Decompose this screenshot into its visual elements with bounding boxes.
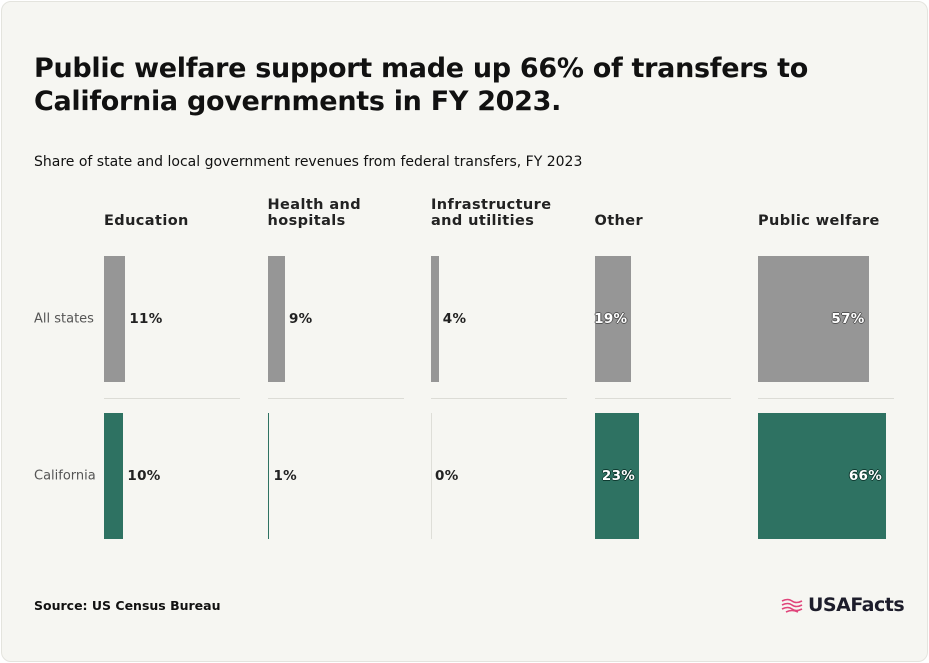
bar xyxy=(431,256,439,382)
baseline xyxy=(431,413,432,539)
data-label: 4% xyxy=(442,311,467,327)
row-label: All states xyxy=(34,311,94,327)
column-header: Health and hospitals xyxy=(267,197,362,229)
bar xyxy=(104,256,126,382)
column-header: Other xyxy=(594,213,644,229)
data-label: 19% xyxy=(594,311,628,327)
bar xyxy=(758,256,869,382)
bar xyxy=(758,413,887,539)
data-label: 66% xyxy=(848,468,883,484)
column-header: Infrastructure and utilities xyxy=(431,197,552,229)
column-header: Public welfare xyxy=(758,213,880,229)
bar xyxy=(104,413,124,539)
column-header: Education xyxy=(104,213,189,229)
row-separator xyxy=(267,398,404,399)
row-separator xyxy=(594,398,731,399)
data-label: 0% xyxy=(435,468,459,484)
data-label: 10% xyxy=(127,468,161,484)
data-label: 57% xyxy=(831,311,865,327)
source: Source: US Census Bureau xyxy=(34,598,221,613)
bar xyxy=(267,256,285,382)
data-label: 23% xyxy=(601,468,636,484)
data-label: 1% xyxy=(273,468,297,484)
data-label: 9% xyxy=(288,311,313,327)
bar xyxy=(267,413,270,539)
bar xyxy=(594,413,640,539)
row-separator xyxy=(431,398,567,399)
bar xyxy=(594,256,632,382)
row-separator xyxy=(758,398,894,399)
row-label: California xyxy=(34,468,96,484)
row-separator xyxy=(104,398,240,399)
logo-icon xyxy=(781,598,803,613)
logo: USAFacts xyxy=(808,594,905,616)
data-label: 11% xyxy=(129,311,163,327)
chart-subtitle: Share of state and local government reve… xyxy=(34,154,583,170)
chart-title: Public welfare support made up 66% of tr… xyxy=(34,53,808,117)
